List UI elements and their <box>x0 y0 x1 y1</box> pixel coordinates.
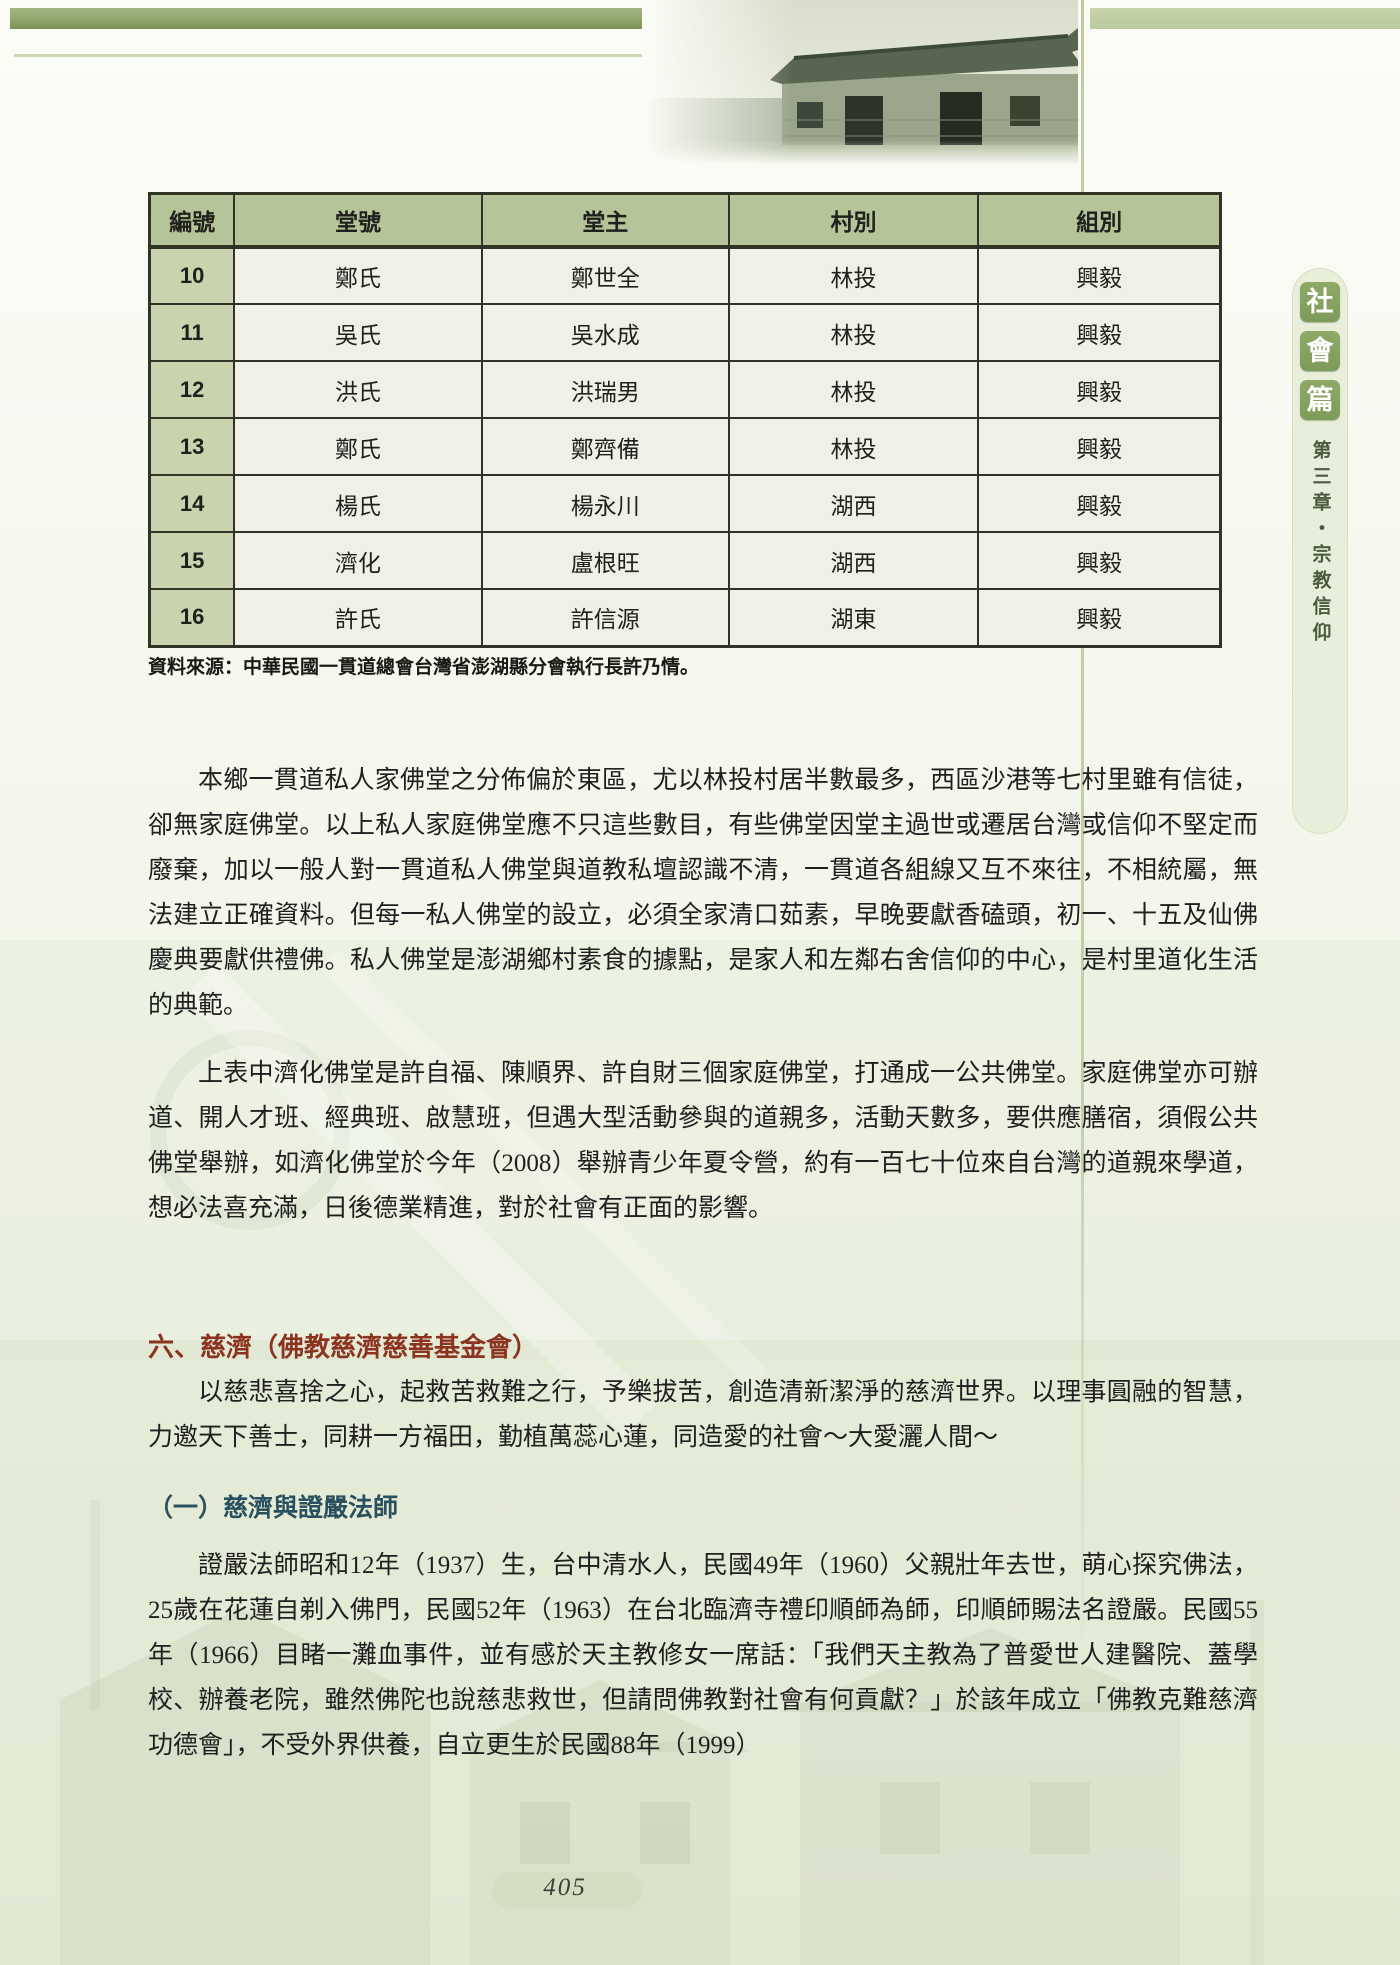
table-row: 14 楊氏 楊永川 湖西 興毅 <box>148 474 1222 533</box>
village-cell: 湖東 <box>727 588 980 647</box>
volume-tile: 篇 <box>1300 380 1340 420</box>
group-cell: 興毅 <box>977 246 1222 305</box>
row-number-cell: 14 <box>148 474 236 533</box>
col-header-number: 編號 <box>148 192 236 249</box>
subsection-heading: （一）慈濟與證嚴法師 <box>148 1495 399 1522</box>
hall-name-cell: 許氏 <box>233 588 483 647</box>
page-number: 405 <box>543 1874 587 1901</box>
hall-name-cell: 鄭氏 <box>233 246 483 305</box>
village-cell: 湖西 <box>727 474 980 533</box>
table-row: 15 濟化 盧根旺 湖西 興毅 <box>148 531 1222 590</box>
section-heading-ciji: 六、慈濟（佛教慈濟慈善基金會） <box>148 1332 539 1362</box>
col-header-master: 堂主 <box>480 192 730 249</box>
paragraph-3: 以慈悲喜捨之心，起救苦救難之行，予樂拔苦，創造清新潔淨的慈濟世界。以理事圓融的智… <box>148 1379 1258 1451</box>
table-row: 11 吳氏 吳水成 林投 興毅 <box>148 303 1222 362</box>
row-number-cell: 12 <box>148 360 236 419</box>
top-green-bar-left <box>10 8 642 29</box>
row-number-cell: 13 <box>148 417 236 476</box>
row-number-cell: 11 <box>148 303 236 362</box>
old-house-photo <box>642 0 1078 163</box>
top-green-bar-right <box>1090 8 1400 29</box>
row-number-cell: 16 <box>148 588 236 647</box>
top-divider-line <box>14 54 642 57</box>
page-number-pill <box>492 1872 642 1908</box>
table-row: 10 鄭氏 鄭世全 林投 興毅 <box>148 246 1222 305</box>
village-cell: 林投 <box>727 360 980 419</box>
group-cell: 興毅 <box>977 588 1222 647</box>
hall-master-cell: 鄭齊備 <box>480 417 730 476</box>
paragraph-2: 上表中濟化佛堂是許自福、陳順界、許自財三個家庭佛堂，打通成一公共佛堂。家庭佛堂亦… <box>148 1060 1258 1222</box>
group-cell: 興毅 <box>977 303 1222 362</box>
table-row: 16 許氏 許信源 湖東 興毅 <box>148 588 1222 647</box>
right-margin-line <box>1081 0 1084 1965</box>
hall-name-cell: 楊氏 <box>233 474 483 533</box>
village-cell: 林投 <box>727 417 980 476</box>
table-source-note: 資料來源：中華民國一貫道總會台灣省澎湖縣分會執行長許乃情。 <box>148 657 700 678</box>
chapter-label: 第三章‧宗教信仰 <box>1309 440 1331 648</box>
village-cell: 林投 <box>727 246 980 305</box>
col-header-group: 組別 <box>977 192 1222 249</box>
hall-master-cell: 盧根旺 <box>480 531 730 590</box>
volume-tile: 會 <box>1300 331 1340 371</box>
village-cell: 林投 <box>727 303 980 362</box>
row-number-cell: 10 <box>148 246 236 305</box>
group-cell: 興毅 <box>977 531 1222 590</box>
hall-master-cell: 鄭世全 <box>480 246 730 305</box>
hall-master-cell: 吳水成 <box>480 303 730 362</box>
paragraph-4: 證嚴法師昭和12年（1937）生，台中清水人，民國49年（1960）父親壯年去世… <box>148 1552 1258 1759</box>
table-row: 12 洪氏 洪瑞男 林投 興毅 <box>148 360 1222 419</box>
group-cell: 興毅 <box>977 417 1222 476</box>
hall-name-cell: 鄭氏 <box>233 417 483 476</box>
hall-name-cell: 吳氏 <box>233 303 483 362</box>
hall-master-cell: 洪瑞男 <box>480 360 730 419</box>
group-cell: 興毅 <box>977 360 1222 419</box>
table-row: 13 鄭氏 鄭齊備 林投 興毅 <box>148 417 1222 476</box>
paragraph-1: 本鄉一貫道私人家佛堂之分佈偏於東區，尤以林投村居半數最多，西區沙港等七村里雖有信… <box>148 767 1258 1019</box>
village-cell: 湖西 <box>727 531 980 590</box>
hall-table: 編號 堂號 堂主 村別 組別 10 鄭氏 鄭世全 林投 興毅 11 吳氏 吳水成… <box>148 192 1222 648</box>
row-number-cell: 15 <box>148 531 236 590</box>
hall-name-cell: 洪氏 <box>233 360 483 419</box>
col-header-village: 村別 <box>727 192 980 249</box>
volume-tile: 社 <box>1300 282 1340 322</box>
col-header-hall: 堂號 <box>233 192 483 249</box>
chapter-side-tab: 社 會 篇 第三章‧宗教信仰 <box>1292 268 1348 834</box>
hall-master-cell: 許信源 <box>480 588 730 647</box>
hall-master-cell: 楊永川 <box>480 474 730 533</box>
group-cell: 興毅 <box>977 474 1222 533</box>
hall-name-cell: 濟化 <box>233 531 483 590</box>
table-header-row: 編號 堂號 堂主 村別 組別 <box>148 192 1222 249</box>
